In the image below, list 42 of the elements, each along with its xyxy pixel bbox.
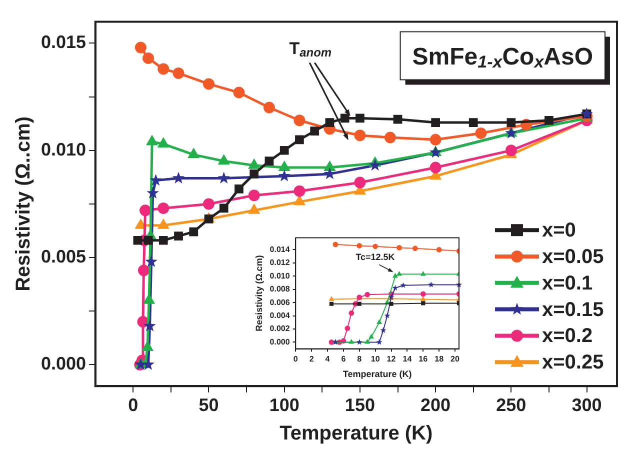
x-tick-label: 150 <box>344 395 375 416</box>
y-axis-title: Resistivity (Ω.cm) <box>254 255 264 332</box>
y-tick-label: 0.010 <box>270 271 290 280</box>
y-tick-label: 0.004 <box>270 310 290 320</box>
y-tick-label: 0.015 <box>40 32 86 52</box>
x-tick-label: 300 <box>572 395 602 416</box>
text: SmFe1-xCoxAsO <box>412 43 594 72</box>
x-tick-label: 100 <box>269 395 300 416</box>
x-tick-label: 0 <box>128 395 138 416</box>
y-axis-title: Resistivity (Ω..cm) <box>12 116 35 292</box>
legend-label: x=0.1 <box>542 272 593 294</box>
legend-label: x=0.15 <box>542 298 604 321</box>
x-tick-label: 4 <box>325 354 330 364</box>
x-tick-label: 12 <box>386 354 396 364</box>
legend-label: x=0 <box>542 220 576 242</box>
y-tick-label: 0.000 <box>40 354 86 374</box>
x-tick-label: 250 <box>496 395 526 416</box>
legend-label: x=0.2 <box>542 325 593 348</box>
y-tick-label: 0.005 <box>40 246 86 266</box>
y-tick-label: 0.014 <box>270 244 290 254</box>
x-tick-label: 6 <box>341 354 346 364</box>
x-tick-label: 8 <box>357 354 362 364</box>
y-tick-label: 0.012 <box>270 258 290 268</box>
legend-label: x=0.05 <box>542 246 604 268</box>
y-tick-label: 0.002 <box>270 324 290 334</box>
x-tick-label: 18 <box>434 354 444 364</box>
x-axis-title: Temperature (K) <box>280 422 433 445</box>
y-tick-label: 0.006 <box>270 298 290 307</box>
x-axis-title: Temperature (K) <box>342 369 412 380</box>
x-tick-label: 200 <box>420 395 451 416</box>
x-tick-label: 2 <box>309 354 314 364</box>
y-tick-label: 0.008 <box>270 284 290 294</box>
y-tick-label: 0.010 <box>40 139 86 160</box>
x-tick-label: 50 <box>198 395 219 416</box>
x-tick-label: 0 <box>293 354 298 364</box>
x-tick-label: 16 <box>418 354 428 364</box>
y-tick-label: 0.000 <box>270 337 290 346</box>
x-tick-label: 14 <box>402 354 412 364</box>
x-tick-label: 20 <box>450 354 460 364</box>
legend-label: x=0.25 <box>542 352 604 374</box>
x-tick-label: 10 <box>370 354 380 364</box>
annotation: Tc=12.5K <box>356 252 396 262</box>
